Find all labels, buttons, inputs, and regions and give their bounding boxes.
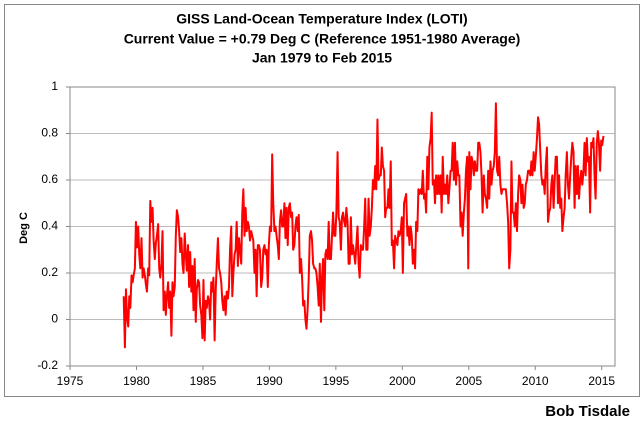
x-tick-label: 2000 bbox=[389, 374, 416, 388]
x-tick-label: 1995 bbox=[323, 374, 350, 388]
chart-title: GISS Land-Ocean Temperature Index (LOTI) bbox=[176, 11, 467, 27]
y-tick-label: 1 bbox=[51, 79, 58, 93]
chart-frame bbox=[4, 4, 640, 397]
x-tick-label: 1975 bbox=[57, 374, 84, 388]
y-axis-label: Deg C bbox=[18, 212, 30, 244]
y-tick-label: 0.4 bbox=[41, 219, 58, 233]
x-tick-label: 2010 bbox=[522, 374, 549, 388]
plot-frame bbox=[69, 86, 616, 367]
y-tick-label: 0.2 bbox=[41, 265, 58, 279]
chart-subtitle: Current Value = +0.79 Deg C (Reference 1… bbox=[124, 31, 521, 47]
y-tick-label: -0.2 bbox=[37, 358, 58, 372]
credit: Bob Tisdale bbox=[545, 403, 630, 420]
chart-subtitle: Jan 1979 to Feb 2015 bbox=[252, 50, 392, 66]
y-tick-label: 0.6 bbox=[41, 172, 58, 186]
data-line bbox=[122, 102, 605, 349]
y-tick-label: 0.8 bbox=[41, 126, 58, 140]
x-tick-label: 1990 bbox=[256, 374, 283, 388]
y-tick-label: 0 bbox=[51, 312, 58, 326]
x-tick-label: 2005 bbox=[455, 374, 482, 388]
x-tick-label: 2015 bbox=[588, 374, 615, 388]
x-tick-label: 1985 bbox=[190, 374, 217, 388]
x-tick-label: 1980 bbox=[123, 374, 150, 388]
